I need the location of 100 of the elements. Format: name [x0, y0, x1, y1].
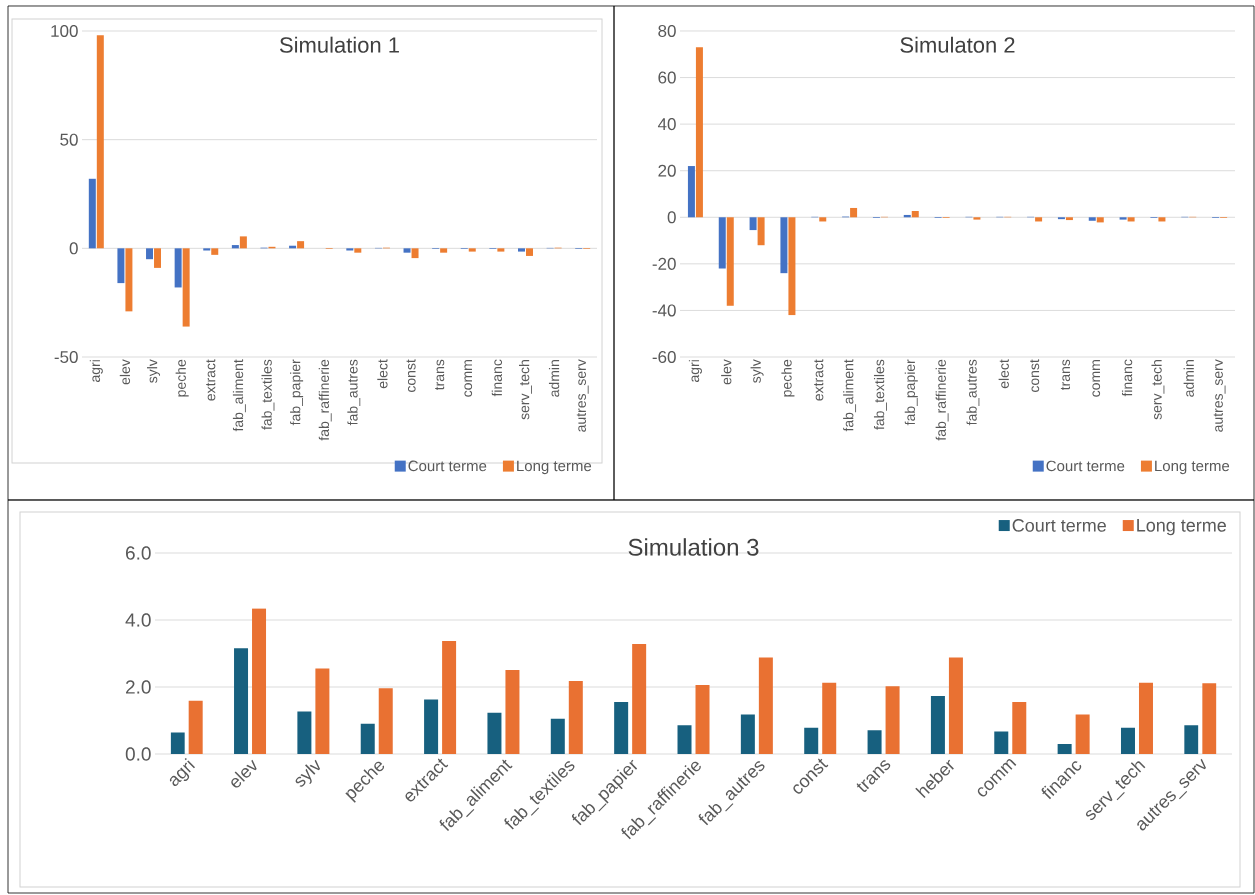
bar	[568, 680, 583, 754]
x-tick-label: agri	[89, 360, 103, 382]
bar	[1120, 727, 1135, 754]
bar	[146, 248, 154, 260]
x-tick-label: fab_autres	[966, 359, 980, 426]
y-tick-label: 50	[60, 133, 78, 146]
bar	[687, 166, 695, 218]
x-tick-label: elect	[998, 359, 1009, 389]
bar	[424, 699, 439, 754]
x-tick-label: elev	[231, 759, 257, 788]
bar	[517, 248, 525, 252]
x-tick-label: const	[1030, 359, 1040, 393]
bar	[677, 725, 692, 754]
bar	[632, 644, 647, 754]
legend-label: Court terme	[408, 460, 487, 472]
x-tick-label: peche	[175, 359, 189, 397]
x-tick-label: serv_tech	[519, 360, 532, 420]
legend-label: Long terme	[1155, 460, 1230, 475]
x-tick-label: comm	[1092, 360, 1101, 397]
y-tick-label: -60	[652, 350, 676, 364]
y-tick-label: -20	[652, 257, 676, 270]
x-tick-label: fab_raffinerie	[935, 359, 949, 441]
x-tick-label: financ	[491, 359, 503, 397]
x-tick-label: trans	[1060, 359, 1071, 391]
y-tick-label: 20	[658, 164, 676, 177]
x-tick-label: fab_papier	[904, 359, 918, 426]
bar	[788, 217, 796, 316]
bar	[1088, 217, 1096, 221]
x-tick-label: elev	[119, 359, 131, 385]
bar	[740, 714, 755, 754]
bar	[403, 248, 411, 253]
x-tick-label: fab_textiles	[873, 359, 887, 430]
bar	[911, 210, 919, 218]
bar	[297, 241, 305, 249]
bar	[1184, 725, 1199, 754]
legend-label: Long terme	[517, 460, 592, 475]
bar	[867, 730, 882, 754]
y-tick-label: 60	[658, 71, 676, 84]
x-tick-label: agri	[169, 757, 196, 787]
bar	[695, 47, 703, 218]
bar	[360, 723, 375, 754]
bar	[203, 248, 211, 251]
x-tick-label: sylv	[147, 359, 161, 383]
x-tick-label: comm	[464, 360, 473, 397]
bar	[174, 248, 182, 288]
bar	[819, 217, 827, 222]
bar	[497, 248, 505, 252]
x-tick-label: autres_serv	[1213, 359, 1226, 432]
x-tick-label: elev	[721, 359, 732, 385]
x-tick-label: peche	[781, 359, 795, 397]
x-tick-label: serv_tech	[1151, 360, 1165, 420]
chart-title: Simulation 1	[279, 36, 399, 53]
x-tick-label: sylv	[750, 359, 764, 383]
y-tick-label: 2.0	[126, 680, 151, 694]
y-tick-label: 40	[657, 118, 676, 131]
bar	[948, 657, 963, 754]
bar	[614, 702, 629, 754]
bar	[885, 686, 900, 754]
x-tick-label: fab_aliment	[843, 359, 857, 432]
y-tick-label: 4.0	[125, 613, 151, 627]
x-tick-label: agri	[688, 360, 702, 382]
bar	[88, 178, 96, 249]
bar	[354, 248, 362, 253]
bar	[850, 207, 858, 218]
y-tick-label: -40	[652, 304, 676, 317]
x-tick-label: fab_autres	[347, 359, 361, 426]
x-tick-label: autres_serv	[576, 359, 589, 432]
legend-label: Long terme	[1137, 519, 1226, 536]
bar	[170, 732, 185, 754]
bar	[1138, 682, 1153, 754]
bar	[718, 217, 726, 269]
bar	[239, 236, 247, 249]
bar	[96, 35, 104, 249]
bar	[1158, 217, 1166, 222]
bar	[182, 248, 190, 327]
bar	[297, 711, 312, 754]
bar	[780, 217, 788, 274]
chart-title: Simulaton 2	[900, 36, 1015, 53]
bar	[1035, 217, 1043, 222]
bar	[822, 682, 837, 754]
bar	[378, 688, 393, 754]
x-tick-label: financ	[1121, 359, 1133, 397]
bar	[440, 248, 448, 253]
x-tick-label: extract	[206, 359, 216, 401]
y-tick-label: 6.0	[126, 546, 151, 560]
bar	[154, 248, 162, 268]
y-tick-label: 0	[667, 211, 676, 224]
x-tick-label: extract	[814, 359, 824, 401]
bar	[994, 731, 1009, 754]
bar	[1012, 702, 1027, 754]
bar	[468, 248, 476, 252]
bar	[234, 648, 249, 754]
y-tick-label: 0	[69, 242, 78, 255]
bar	[930, 696, 945, 754]
bar	[1202, 683, 1217, 754]
bar	[346, 248, 354, 251]
x-tick-label: elect	[377, 359, 388, 389]
bar	[1096, 217, 1104, 223]
x-tick-label: admin	[548, 360, 560, 397]
bar	[550, 718, 565, 754]
